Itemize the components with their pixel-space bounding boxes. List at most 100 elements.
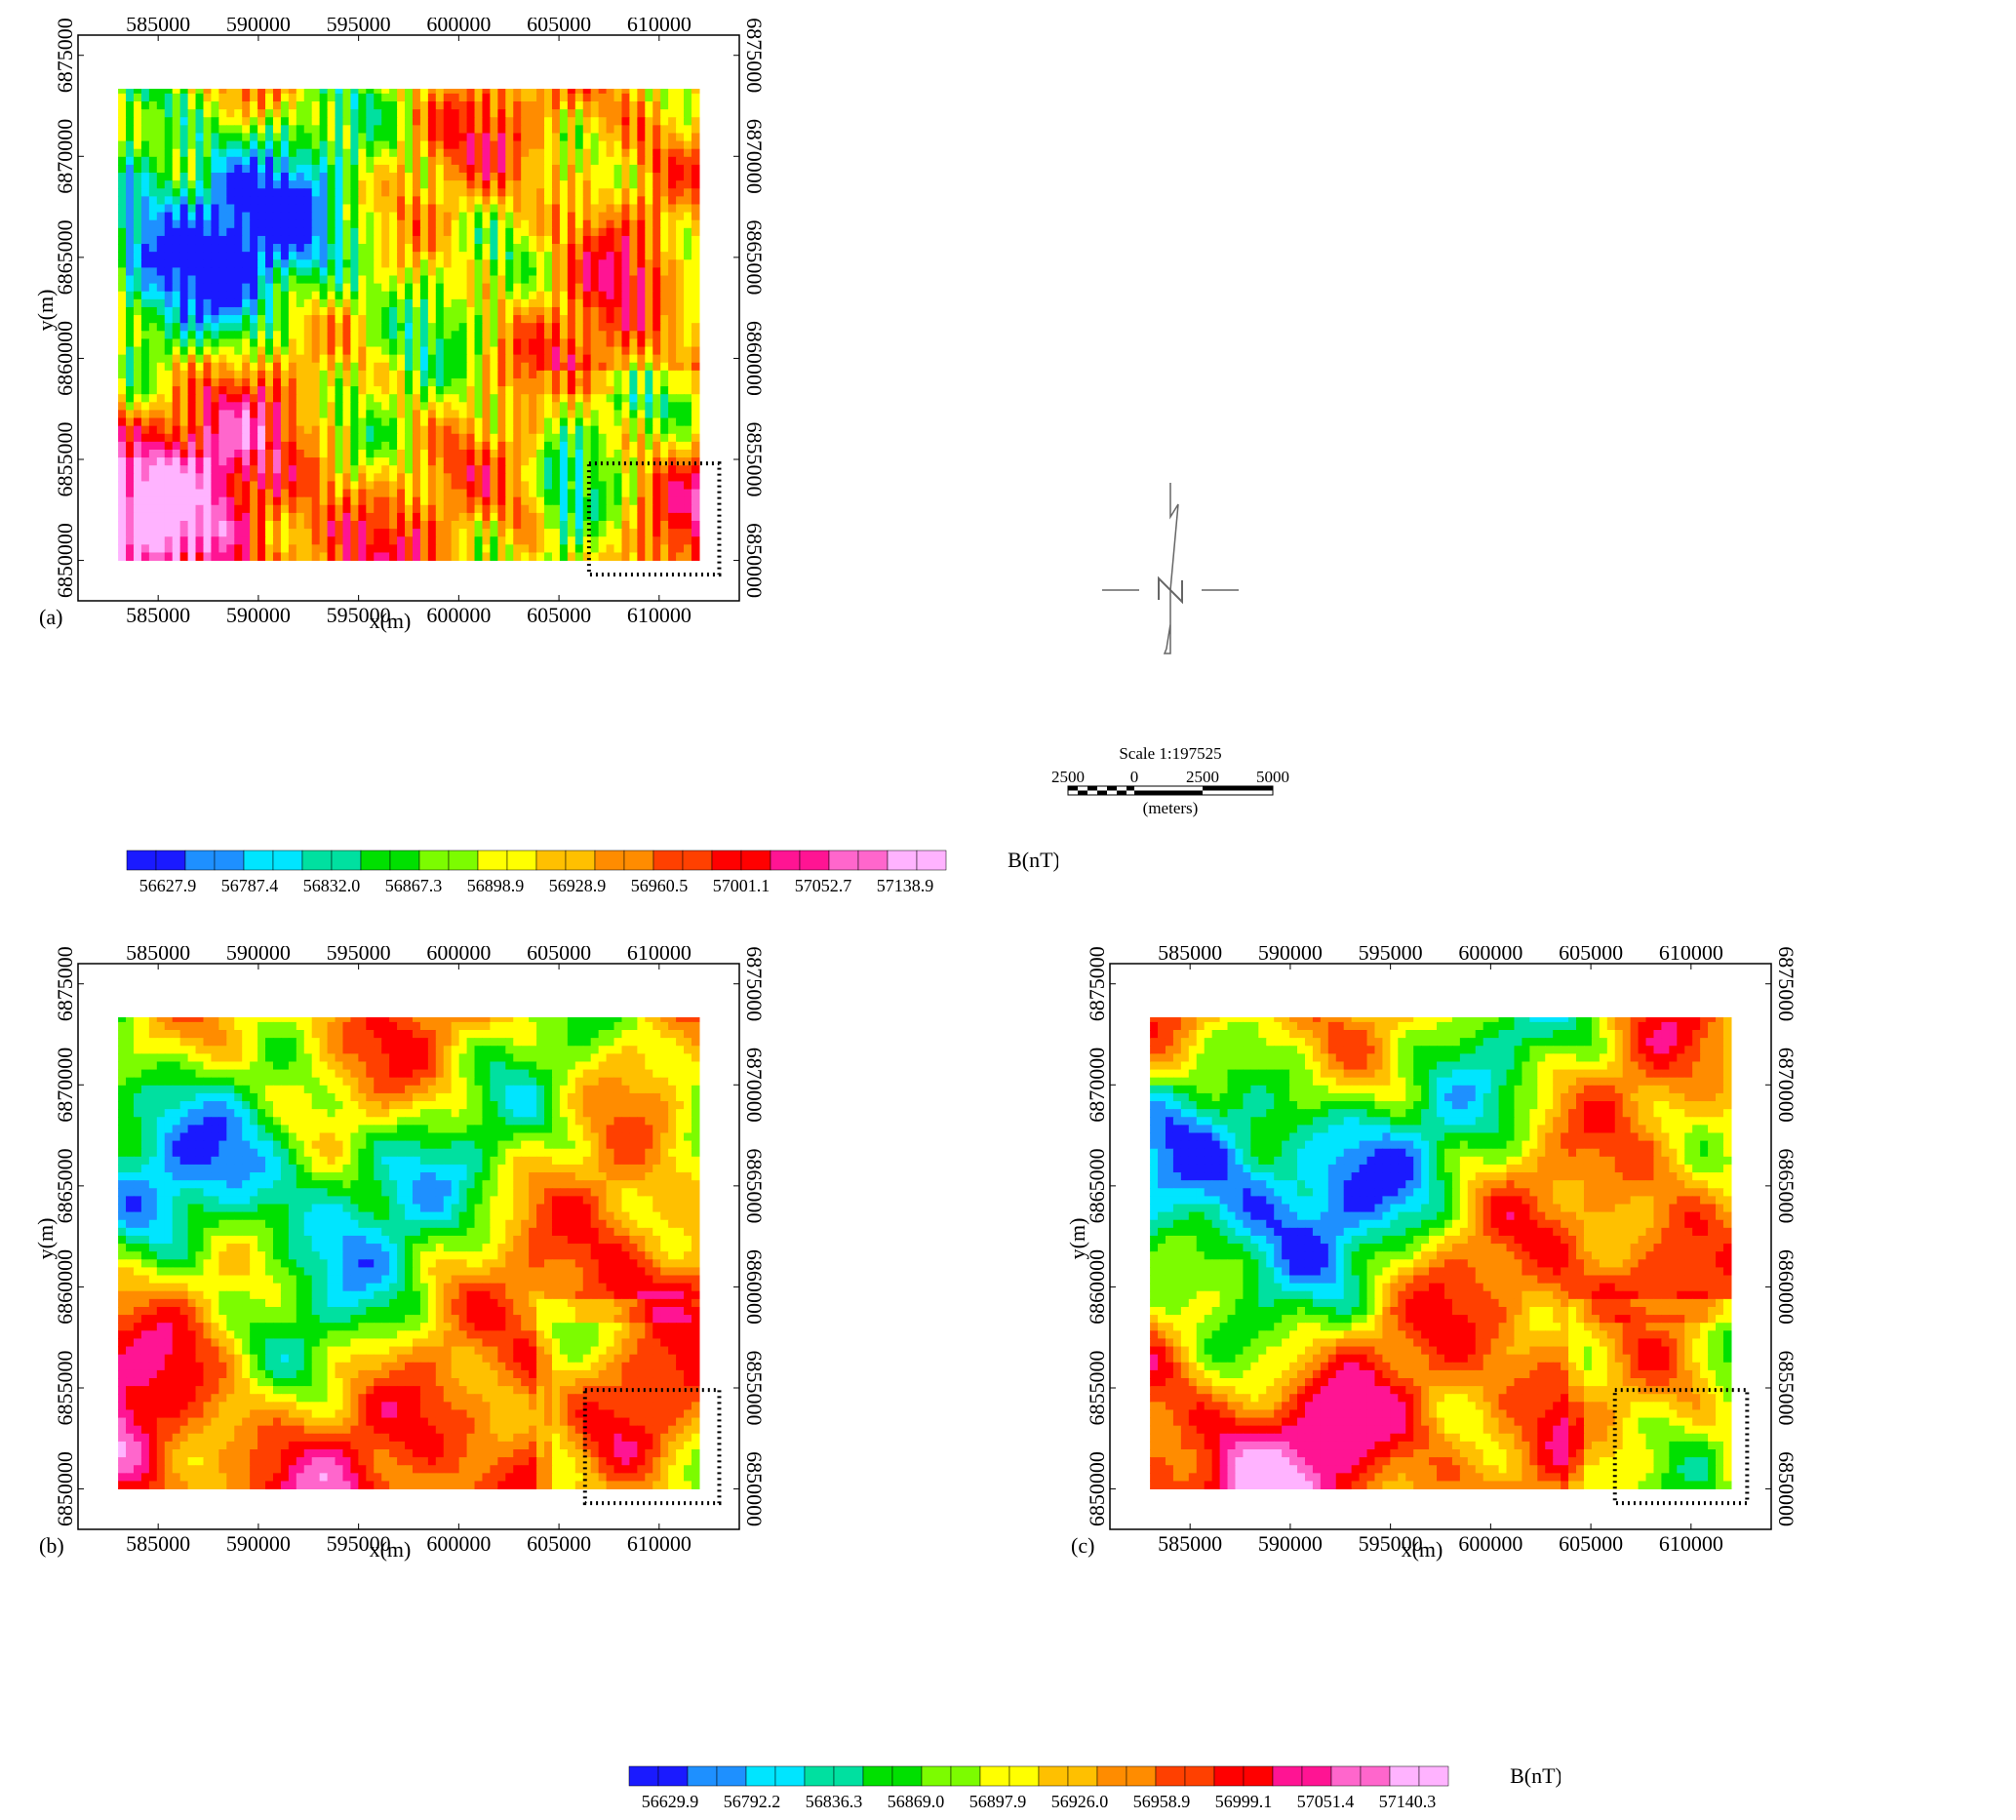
heatmap-cell — [118, 89, 127, 95]
heatmap-cell — [551, 377, 561, 387]
heatmap-cell — [490, 244, 498, 253]
heatmap-cell — [435, 133, 445, 142]
heatmap-cell — [288, 173, 297, 181]
heatmap-cell — [148, 1017, 158, 1023]
heatmap-cell — [311, 252, 321, 260]
heatmap-cell — [335, 425, 344, 435]
heatmap-cell — [691, 433, 700, 443]
heatmap-cell — [397, 536, 406, 545]
panel-label: (a) — [39, 605, 62, 629]
heatmap-cell — [405, 140, 414, 150]
heatmap-cell — [389, 252, 398, 260]
heatmap-cell — [218, 473, 227, 483]
heatmap-cell — [327, 370, 336, 379]
heatmap-cell — [195, 188, 205, 197]
heatmap-cell — [250, 275, 258, 285]
heatmap-cell — [691, 529, 700, 537]
heatmap-cell — [606, 188, 615, 197]
heatmap-cell — [637, 109, 646, 118]
heatmap-cell — [211, 227, 219, 237]
heatmap-cell — [652, 465, 661, 474]
heatmap-cell — [582, 1030, 592, 1039]
heatmap-cell — [218, 140, 227, 150]
heatmap-cell — [606, 180, 615, 189]
heatmap-cell — [505, 433, 514, 443]
heatmap-cell — [303, 1046, 313, 1054]
heatmap-cell — [551, 449, 561, 458]
heatmap-cell — [684, 188, 692, 197]
heatmap-cell — [451, 331, 460, 339]
heatmap-cell — [466, 212, 476, 221]
heatmap-cell — [660, 457, 669, 466]
heatmap-cell — [613, 457, 623, 466]
heatmap-cell — [257, 283, 266, 293]
heatmap-cell — [521, 489, 530, 498]
heatmap-cell — [203, 125, 213, 135]
heatmap-cell — [335, 338, 344, 348]
heatmap-cell — [389, 441, 398, 451]
heatmap-cell — [419, 536, 429, 545]
heatmap-cell — [389, 212, 398, 221]
heatmap-cell — [319, 552, 329, 561]
heatmap-cell — [319, 529, 329, 537]
heatmap-cell — [419, 1038, 429, 1047]
heatmap-cell — [327, 410, 336, 419]
heatmap-cell — [156, 188, 166, 197]
heatmap-cell — [412, 536, 421, 545]
x-tick-label-bottom: 600000 — [426, 603, 491, 627]
heatmap-cell — [234, 133, 243, 142]
heatmap-cell — [559, 101, 569, 110]
heatmap-cell — [381, 298, 390, 308]
heatmap-cell — [397, 244, 406, 253]
heatmap-cell — [218, 544, 227, 554]
heatmap-cell — [335, 156, 344, 166]
heatmap-cell — [250, 377, 258, 387]
heatmap-cell — [226, 227, 235, 237]
heatmap-cell — [629, 386, 638, 395]
heatmap-cell — [412, 89, 421, 95]
heatmap-cell — [606, 481, 615, 491]
heatmap-cell — [490, 125, 498, 135]
heatmap-cell — [598, 173, 608, 181]
heatmap-cell — [126, 1046, 135, 1054]
heatmap-cell — [366, 496, 375, 506]
heatmap-cell — [598, 101, 608, 110]
heatmap-cell — [606, 275, 615, 285]
heatmap-cell — [691, 101, 700, 110]
heatmap-cell — [389, 117, 398, 126]
heatmap-cell — [529, 267, 537, 277]
heatmap-cell — [559, 457, 569, 466]
heatmap-cell — [405, 1017, 414, 1023]
heatmap-cell — [164, 188, 174, 197]
heatmap-cell — [412, 125, 421, 135]
heatmap-cell — [389, 331, 398, 339]
heatmap-cell — [637, 331, 646, 339]
heatmap-cell — [544, 227, 553, 237]
heatmap-cell — [257, 425, 266, 435]
heatmap-cell — [288, 267, 297, 277]
heatmap-cell — [203, 536, 213, 545]
heatmap-cell — [582, 173, 592, 181]
heatmap-cell — [335, 331, 344, 339]
heatmap-cell — [288, 1046, 297, 1054]
heatmap-cell — [179, 377, 189, 387]
heatmap-cell — [265, 267, 274, 277]
heatmap-cell — [126, 180, 135, 189]
heatmap-cell — [419, 283, 429, 293]
heatmap-cell — [660, 125, 669, 135]
heatmap-cell — [179, 188, 189, 197]
heatmap-cell — [637, 148, 646, 158]
heatmap-cell — [234, 433, 243, 443]
heatmap-cell — [606, 252, 615, 260]
heatmap-cell — [242, 164, 251, 174]
heatmap-cell — [490, 331, 498, 339]
heatmap-cell — [466, 291, 476, 300]
heatmap-cell — [203, 306, 213, 316]
heatmap-cell — [536, 1046, 545, 1054]
heatmap-cell — [242, 1038, 251, 1047]
heatmap-cell — [280, 275, 290, 285]
heatmap-cell — [513, 298, 522, 308]
heatmap-cell — [242, 93, 251, 102]
heatmap-cell — [435, 267, 445, 277]
heatmap-cell — [366, 346, 375, 356]
